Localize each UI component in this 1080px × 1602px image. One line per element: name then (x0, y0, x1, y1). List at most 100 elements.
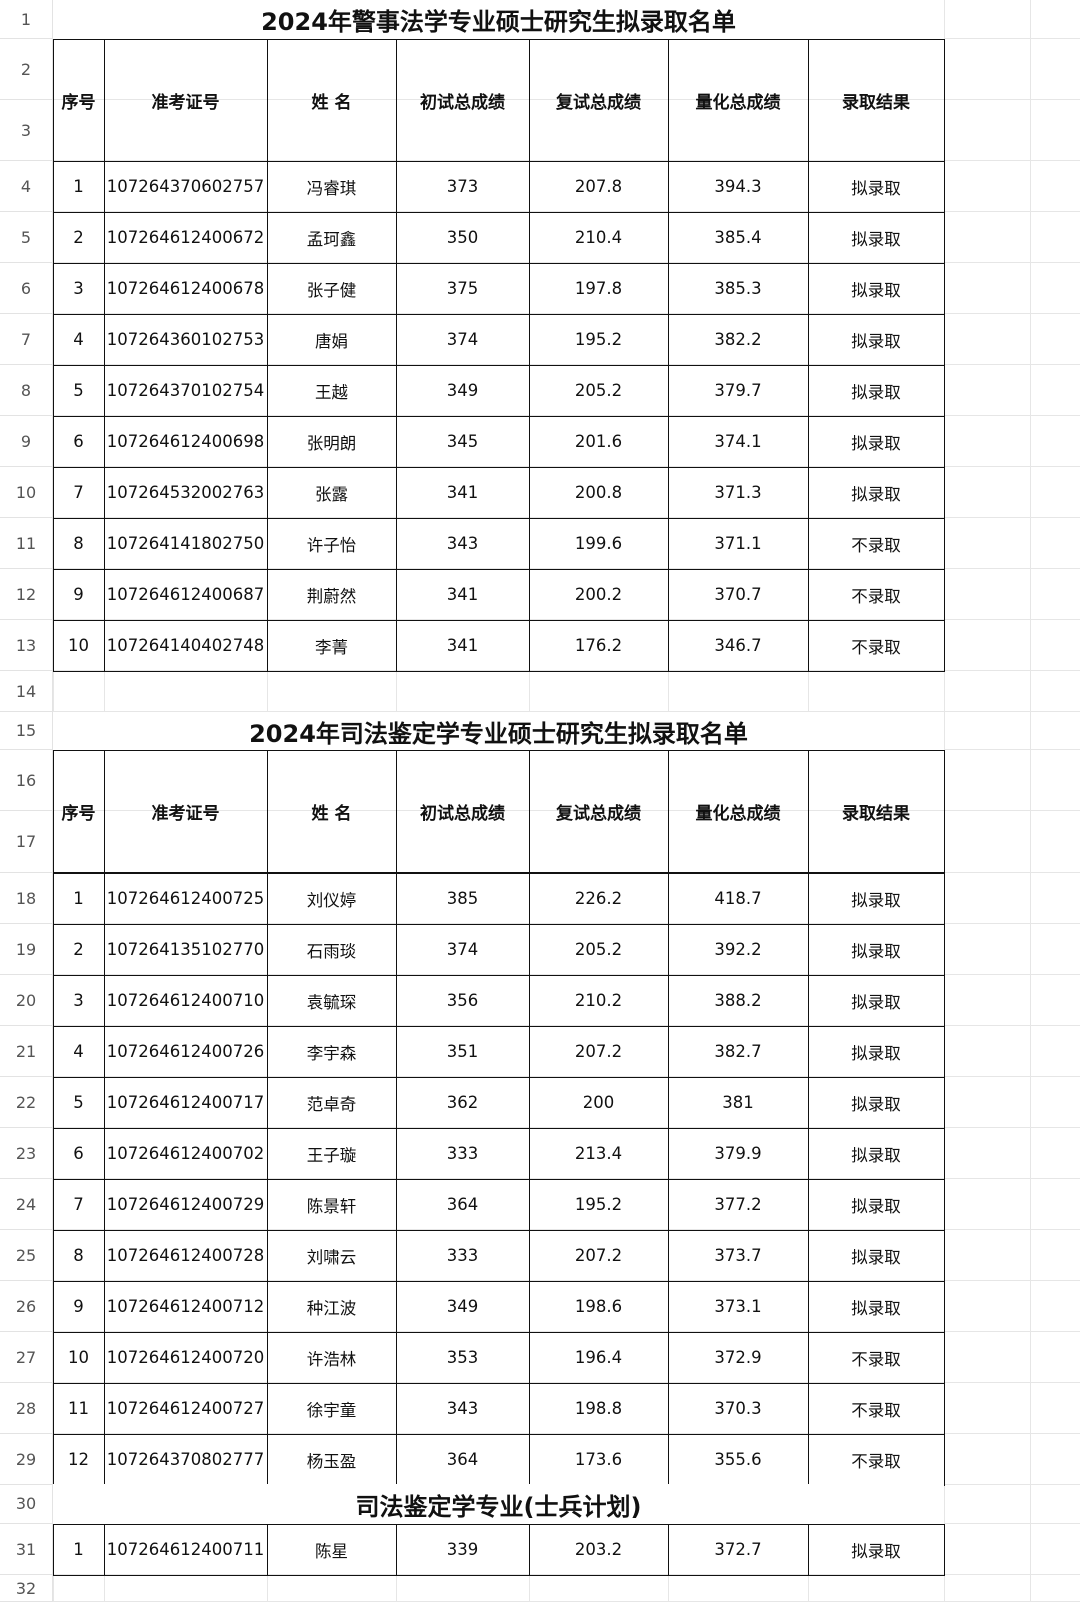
table-cell[interactable]: 379.7 (667, 364, 809, 417)
table-cell[interactable]: 10 (52, 1331, 105, 1384)
table-cell[interactable]: 355.6 (667, 1433, 809, 1486)
table-cell[interactable]: 210.2 (528, 974, 669, 1027)
table-cell[interactable]: 王子璇 (266, 1127, 397, 1180)
row-header[interactable]: 14 (0, 671, 53, 712)
table-cell[interactable]: 356 (395, 974, 530, 1027)
row-header[interactable]: 26 (0, 1281, 53, 1332)
row-header[interactable]: 1 (0, 0, 53, 39)
table-cell[interactable]: 12 (52, 1433, 105, 1486)
table-cell[interactable]: 拟录取 (807, 313, 945, 366)
table-cell[interactable]: 198.8 (528, 1382, 669, 1435)
row-header[interactable]: 32 (0, 1575, 53, 1602)
row-header[interactable]: 25 (0, 1230, 53, 1281)
table-cell[interactable]: 107264360102753 (103, 313, 268, 366)
row-header[interactable]: 9 (0, 416, 53, 467)
table-cell[interactable]: 373.1 (667, 1280, 809, 1333)
table-cell[interactable]: 381 (667, 1076, 809, 1129)
table-cell[interactable]: 拟录取 (807, 262, 945, 315)
table-cell[interactable]: 341 (395, 619, 530, 672)
table-cell[interactable]: 107264370102754 (103, 364, 268, 417)
table-cell[interactable]: 7 (52, 466, 105, 519)
table-cell[interactable]: 107264612400702 (103, 1127, 268, 1180)
table-cell[interactable]: 370.3 (667, 1382, 809, 1435)
table-cell[interactable]: 拟录取 (807, 1280, 945, 1333)
table-cell[interactable]: 195.2 (528, 1178, 669, 1231)
row-header[interactable]: 17 (0, 811, 53, 873)
table-cell[interactable]: 2 (52, 211, 105, 264)
row-header[interactable]: 2 (0, 39, 53, 100)
table-cell[interactable]: 207.2 (528, 1229, 669, 1282)
row-header[interactable]: 8 (0, 365, 53, 416)
table-cell[interactable]: 349 (395, 1280, 530, 1333)
table-cell[interactable]: 382.2 (667, 313, 809, 366)
table-cell[interactable]: 107264612400698 (103, 415, 268, 468)
table-cell[interactable]: 392.2 (667, 923, 809, 976)
table-cell[interactable]: 200 (528, 1076, 669, 1129)
table-cell[interactable]: 107264612400672 (103, 211, 268, 264)
table-cell[interactable]: 333 (395, 1127, 530, 1180)
table-cell[interactable]: 不录取 (807, 619, 945, 672)
table-cell[interactable]: 372.9 (667, 1331, 809, 1384)
table-cell[interactable]: 孟珂鑫 (266, 211, 397, 264)
table-cell[interactable]: 不录取 (807, 1382, 945, 1435)
table-cell[interactable]: 拟录取 (807, 364, 945, 417)
table-cell[interactable]: 107264612400727 (103, 1382, 268, 1435)
row-header[interactable]: 7 (0, 314, 53, 365)
table-cell[interactable]: 343 (395, 517, 530, 570)
row-header[interactable]: 12 (0, 569, 53, 620)
table-cell[interactable]: 拟录取 (807, 974, 945, 1027)
table-cell[interactable]: 107264612400726 (103, 1025, 268, 1078)
table-cell[interactable]: 拟录取 (807, 160, 945, 213)
table-cell[interactable]: 拟录取 (807, 923, 945, 976)
row-header[interactable]: 18 (0, 873, 53, 924)
table-cell[interactable]: 刘啸云 (266, 1229, 397, 1282)
table-cell[interactable]: 不录取 (807, 568, 945, 621)
table-cell[interactable]: 107264612400710 (103, 974, 268, 1027)
table-cell[interactable]: 388.2 (667, 974, 809, 1027)
table-cell[interactable]: 拟录取 (807, 1076, 945, 1129)
table-cell[interactable]: 198.6 (528, 1280, 669, 1333)
row-header[interactable]: 27 (0, 1332, 53, 1383)
table-cell[interactable]: 200.8 (528, 466, 669, 519)
row-header[interactable]: 11 (0, 518, 53, 569)
table-cell[interactable]: 107264532002763 (103, 466, 268, 519)
table-cell[interactable]: 213.4 (528, 1127, 669, 1180)
table-cell[interactable]: 3 (52, 974, 105, 1027)
row-header[interactable]: 6 (0, 263, 53, 314)
table-cell[interactable]: 7 (52, 1178, 105, 1231)
table-cell[interactable]: 205.2 (528, 923, 669, 976)
table-cell[interactable]: 226.2 (528, 872, 669, 925)
table-cell[interactable]: 4 (52, 313, 105, 366)
table-cell[interactable]: 荆蔚然 (266, 568, 397, 621)
table-cell[interactable]: 372.7 (667, 1523, 809, 1576)
table-cell[interactable]: 张明朗 (266, 415, 397, 468)
table-cell[interactable]: 3 (52, 262, 105, 315)
table-cell[interactable]: 陈星 (266, 1523, 397, 1576)
table-cell[interactable]: 351 (395, 1025, 530, 1078)
table-cell[interactable]: 拟录取 (807, 1523, 945, 1576)
table-cell[interactable]: 张子健 (266, 262, 397, 315)
table-cell[interactable]: 373.7 (667, 1229, 809, 1282)
table-cell[interactable]: 210.4 (528, 211, 669, 264)
table-cell[interactable]: 107264135102770 (103, 923, 268, 976)
table-cell[interactable]: 364 (395, 1178, 530, 1231)
row-header[interactable]: 4 (0, 161, 53, 212)
table-cell[interactable]: 382.7 (667, 1025, 809, 1078)
table-cell[interactable]: 107264612400717 (103, 1076, 268, 1129)
table-cell[interactable]: 197.8 (528, 262, 669, 315)
table-cell[interactable]: 拟录取 (807, 211, 945, 264)
row-header[interactable]: 15 (0, 712, 53, 750)
table-cell[interactable]: 6 (52, 415, 105, 468)
table-cell[interactable]: 107264140402748 (103, 619, 268, 672)
table-cell[interactable]: 418.7 (667, 872, 809, 925)
row-header[interactable]: 22 (0, 1077, 53, 1128)
table-cell[interactable]: 107264612400720 (103, 1331, 268, 1384)
table-cell[interactable]: 341 (395, 568, 530, 621)
table-cell[interactable]: 袁毓琛 (266, 974, 397, 1027)
row-header[interactable]: 28 (0, 1383, 53, 1434)
table-cell[interactable]: 107264370602757 (103, 160, 268, 213)
row-header[interactable]: 31 (0, 1524, 53, 1575)
row-header[interactable]: 10 (0, 467, 53, 518)
table-cell[interactable]: 107264370802777 (103, 1433, 268, 1486)
row-header[interactable]: 29 (0, 1434, 53, 1485)
